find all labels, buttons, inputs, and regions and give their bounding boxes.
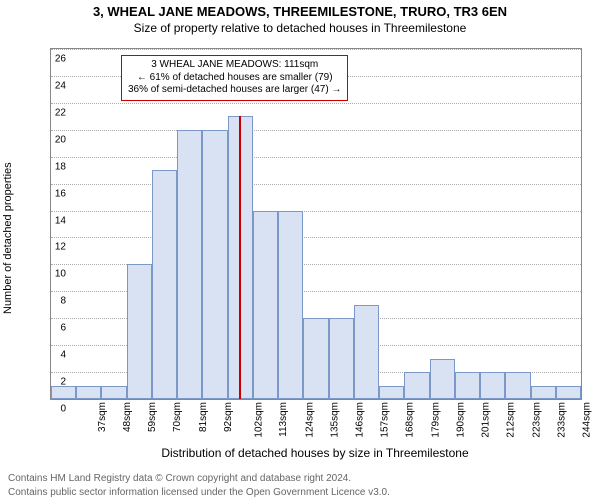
histogram-bar: [404, 372, 429, 399]
histogram-bar: [177, 130, 202, 399]
page-title-2: Size of property relative to detached ho…: [0, 21, 600, 35]
annotation-box: 3 WHEAL JANE MEADOWS: 111sqm ← 61% of de…: [121, 55, 348, 101]
histogram-bar: [51, 386, 76, 399]
y-tick-label: 2: [46, 377, 66, 388]
grid-line: [51, 211, 581, 212]
histogram-bar: [455, 372, 480, 399]
y-tick-label: 18: [46, 161, 66, 172]
histogram-bar: [76, 386, 101, 399]
footnote-1: Contains HM Land Registry data © Crown c…: [8, 473, 351, 484]
histogram-bar: [379, 386, 404, 399]
y-tick-label: 16: [46, 188, 66, 199]
x-tick-label: 59sqm: [147, 402, 158, 432]
x-tick-label: 233sqm: [556, 402, 567, 438]
histogram-bar: [354, 305, 379, 399]
y-tick-label: 20: [46, 134, 66, 145]
grid-line: [51, 49, 581, 50]
annotation-line-1: 3 WHEAL JANE MEADOWS: 111sqm: [128, 59, 341, 72]
histogram-bar: [152, 170, 177, 399]
y-tick-label: 12: [46, 242, 66, 253]
reference-marker: [239, 116, 241, 399]
y-tick-label: 8: [46, 296, 66, 307]
histogram-bar: [278, 211, 303, 399]
grid-line: [51, 130, 581, 131]
y-tick-label: 4: [46, 350, 66, 361]
x-tick-label: 157sqm: [380, 402, 391, 438]
x-tick-label: 48sqm: [122, 402, 133, 432]
x-tick-label: 70sqm: [172, 402, 183, 432]
x-axis-label: Distribution of detached houses by size …: [50, 446, 580, 460]
x-tick-label: 81sqm: [198, 402, 209, 432]
histogram-bar: [202, 130, 227, 399]
histogram-bar: [101, 386, 126, 399]
histogram-bar: [329, 318, 354, 399]
histogram-bar: [303, 318, 328, 399]
histogram-bar: [480, 372, 505, 399]
plot-area: [51, 49, 581, 399]
histogram-bar: [253, 211, 278, 399]
grid-line: [51, 103, 581, 104]
x-tick-label: 92sqm: [223, 402, 234, 432]
y-tick-label: 26: [46, 54, 66, 65]
x-tick-label: 190sqm: [456, 402, 467, 438]
x-tick-label: 146sqm: [355, 402, 366, 438]
y-tick-label: 6: [46, 323, 66, 334]
histogram-bar: [430, 359, 455, 399]
y-axis-label: Number of detached properties: [2, 162, 14, 314]
x-tick-label: 113sqm: [278, 402, 289, 437]
page-title-1: 3, WHEAL JANE MEADOWS, THREEMILESTONE, T…: [0, 4, 600, 19]
y-tick-label: 22: [46, 107, 66, 118]
x-tick-label: 212sqm: [506, 402, 517, 438]
annotation-line-3: 36% of semi-detached houses are larger (…: [128, 84, 341, 97]
annotation-line-2: ← 61% of detached houses are smaller (79…: [128, 72, 341, 85]
grid-line: [51, 237, 581, 238]
histogram-bar: [556, 386, 581, 399]
x-tick-label: 135sqm: [329, 402, 340, 438]
x-tick-label: 102sqm: [254, 402, 265, 438]
footnote-2: Contains public sector information licen…: [8, 487, 390, 498]
x-tick-label: 124sqm: [304, 402, 315, 438]
histogram-bar: [505, 372, 530, 399]
y-tick-label: 10: [46, 269, 66, 280]
x-tick-label: 223sqm: [531, 402, 542, 438]
y-tick-label: 0: [46, 404, 66, 415]
histogram-bar: [531, 386, 556, 399]
y-tick-label: 24: [46, 80, 66, 91]
grid-line: [51, 157, 581, 158]
grid-line: [51, 184, 581, 185]
x-tick-label: 201sqm: [481, 402, 492, 438]
x-tick-label: 37sqm: [97, 402, 108, 432]
chart-area: 3 WHEAL JANE MEADOWS: 111sqm ← 61% of de…: [50, 48, 582, 400]
y-tick-label: 14: [46, 215, 66, 226]
x-tick-label: 179sqm: [430, 402, 441, 438]
histogram-bar: [127, 264, 152, 399]
x-tick-label: 168sqm: [405, 402, 416, 438]
x-tick-label: 244sqm: [582, 402, 593, 438]
